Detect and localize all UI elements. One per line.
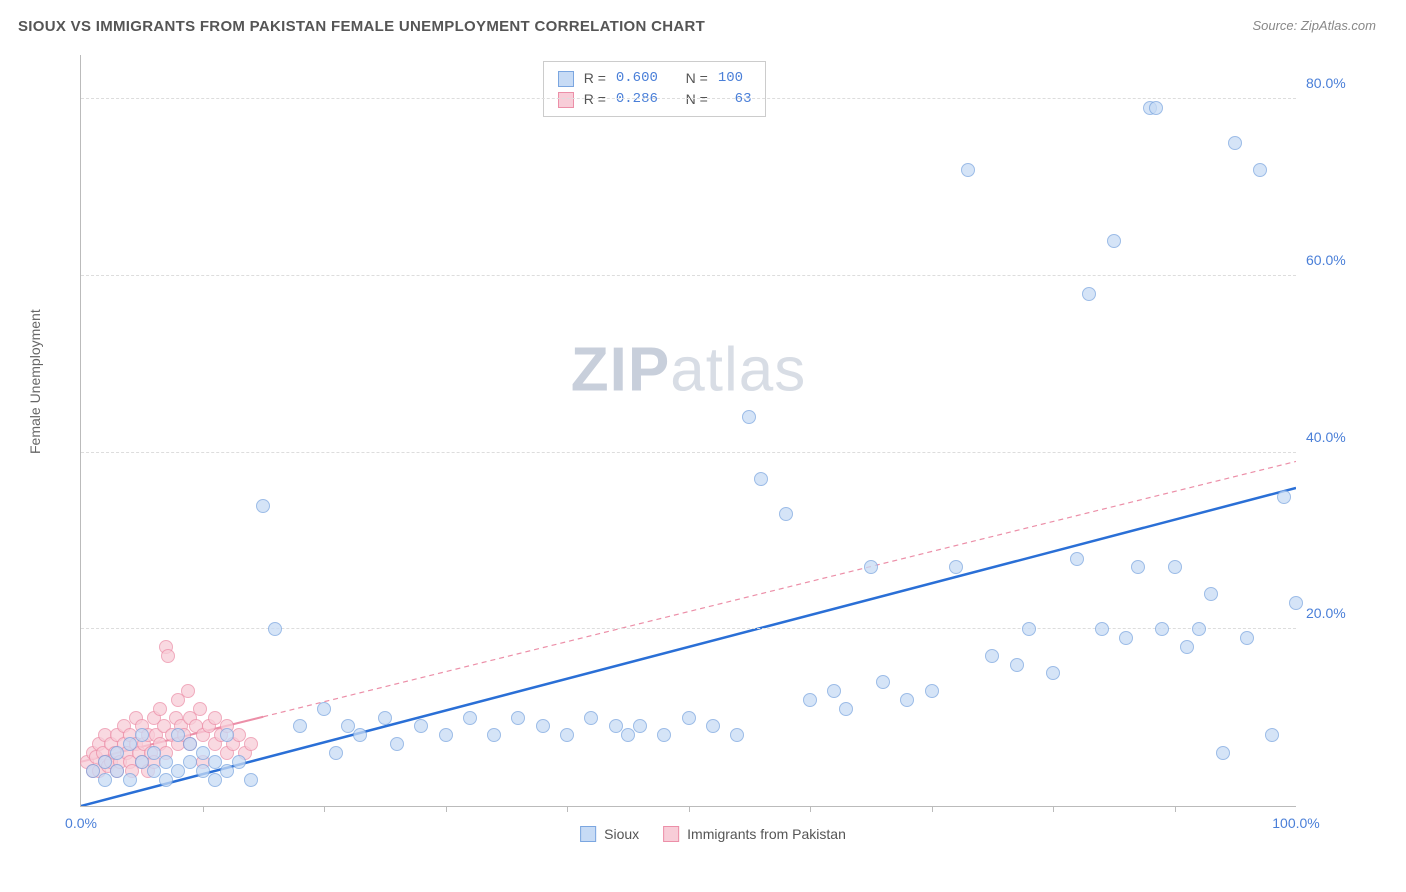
swatch-pakistan bbox=[663, 826, 679, 842]
y-tick-label: 80.0% bbox=[1306, 75, 1366, 91]
data-point-sioux bbox=[159, 773, 173, 787]
data-point-sioux bbox=[925, 684, 939, 698]
data-point-sioux bbox=[256, 499, 270, 513]
data-point-sioux bbox=[1180, 640, 1194, 654]
data-point-sioux bbox=[1149, 101, 1163, 115]
data-point-sioux bbox=[839, 702, 853, 716]
data-point-sioux bbox=[730, 728, 744, 742]
data-point-sioux bbox=[779, 507, 793, 521]
plot-area: ZIPatlas R = 0.600 N = 100 R = 0.286 N =… bbox=[80, 55, 1296, 807]
data-point-sioux bbox=[463, 711, 477, 725]
data-point-sioux bbox=[1131, 560, 1145, 574]
data-point-sioux bbox=[1192, 622, 1206, 636]
data-point-sioux bbox=[949, 560, 963, 574]
data-point-sioux bbox=[1022, 622, 1036, 636]
data-point-sioux bbox=[742, 410, 756, 424]
data-point-sioux bbox=[378, 711, 392, 725]
data-point-sioux bbox=[754, 472, 768, 486]
data-point-sioux bbox=[864, 560, 878, 574]
y-tick-label: 20.0% bbox=[1306, 605, 1366, 621]
legend-item-sioux: Sioux bbox=[580, 826, 639, 842]
data-point-sioux bbox=[1204, 587, 1218, 601]
data-point-sioux bbox=[123, 737, 137, 751]
data-point-sioux bbox=[1010, 658, 1024, 672]
data-point-sioux bbox=[414, 719, 428, 733]
data-point-sioux bbox=[208, 773, 222, 787]
data-point-pakistan bbox=[244, 737, 258, 751]
data-point-sioux bbox=[1277, 490, 1291, 504]
data-point-sioux bbox=[682, 711, 696, 725]
watermark: ZIPatlas bbox=[571, 335, 806, 406]
data-point-sioux bbox=[1107, 234, 1121, 248]
data-point-sioux bbox=[803, 693, 817, 707]
data-point-sioux bbox=[1155, 622, 1169, 636]
data-point-sioux bbox=[244, 773, 258, 787]
data-point-sioux bbox=[1228, 136, 1242, 150]
data-point-sioux bbox=[329, 746, 343, 760]
y-tick-label: 60.0% bbox=[1306, 252, 1366, 268]
data-point-sioux bbox=[621, 728, 635, 742]
data-point-sioux bbox=[220, 728, 234, 742]
chart-container: Female Unemployment ZIPatlas R = 0.600 N… bbox=[50, 55, 1376, 852]
data-point-sioux bbox=[511, 711, 525, 725]
legend-stats-row-pakistan: R = 0.286 N = 63 bbox=[558, 89, 752, 110]
data-point-sioux bbox=[98, 773, 112, 787]
source-attribution: Source: ZipAtlas.com bbox=[1252, 18, 1376, 33]
trendlines-svg bbox=[81, 55, 1296, 806]
data-point-sioux bbox=[487, 728, 501, 742]
data-point-sioux bbox=[536, 719, 550, 733]
data-point-sioux bbox=[1046, 666, 1060, 680]
data-point-sioux bbox=[1240, 631, 1254, 645]
swatch-sioux bbox=[580, 826, 596, 842]
data-point-sioux bbox=[1082, 287, 1096, 301]
chart-title: SIOUX VS IMMIGRANTS FROM PAKISTAN FEMALE… bbox=[18, 18, 705, 35]
data-point-sioux bbox=[1216, 746, 1230, 760]
swatch-pakistan bbox=[558, 92, 574, 108]
data-point-sioux bbox=[135, 728, 149, 742]
data-point-sioux bbox=[900, 693, 914, 707]
data-point-sioux bbox=[123, 773, 137, 787]
y-tick-label: 40.0% bbox=[1306, 429, 1366, 445]
data-point-sioux bbox=[1168, 560, 1182, 574]
data-point-pakistan bbox=[153, 702, 167, 716]
data-point-pakistan bbox=[181, 684, 195, 698]
data-point-sioux bbox=[110, 746, 124, 760]
data-point-sioux bbox=[584, 711, 598, 725]
data-point-sioux bbox=[1119, 631, 1133, 645]
data-point-sioux bbox=[560, 728, 574, 742]
data-point-sioux bbox=[633, 719, 647, 733]
swatch-sioux bbox=[558, 71, 574, 87]
legend-series: Sioux Immigrants from Pakistan bbox=[580, 826, 846, 842]
data-point-pakistan bbox=[193, 702, 207, 716]
data-point-sioux bbox=[985, 649, 999, 663]
data-point-sioux bbox=[706, 719, 720, 733]
data-point-sioux bbox=[353, 728, 367, 742]
data-point-sioux bbox=[1265, 728, 1279, 742]
legend-stats: R = 0.600 N = 100 R = 0.286 N = 63 bbox=[543, 61, 767, 117]
x-tick-label: 100.0% bbox=[1272, 815, 1319, 831]
data-point-sioux bbox=[827, 684, 841, 698]
x-tick-label: 0.0% bbox=[65, 815, 97, 831]
y-axis-label: Female Unemployment bbox=[27, 309, 43, 454]
data-point-sioux bbox=[1253, 163, 1267, 177]
data-point-sioux bbox=[1070, 552, 1084, 566]
data-point-sioux bbox=[220, 764, 234, 778]
data-point-sioux bbox=[876, 675, 890, 689]
data-point-sioux bbox=[232, 755, 246, 769]
data-point-sioux bbox=[317, 702, 331, 716]
data-point-sioux bbox=[171, 764, 185, 778]
data-point-sioux bbox=[268, 622, 282, 636]
data-point-sioux bbox=[1095, 622, 1109, 636]
data-point-sioux bbox=[657, 728, 671, 742]
legend-item-pakistan: Immigrants from Pakistan bbox=[663, 826, 846, 842]
data-point-sioux bbox=[1289, 596, 1303, 610]
data-point-sioux bbox=[961, 163, 975, 177]
legend-stats-row-sioux: R = 0.600 N = 100 bbox=[558, 68, 752, 89]
data-point-sioux bbox=[390, 737, 404, 751]
data-point-sioux bbox=[439, 728, 453, 742]
data-point-sioux bbox=[293, 719, 307, 733]
data-point-pakistan bbox=[161, 649, 175, 663]
